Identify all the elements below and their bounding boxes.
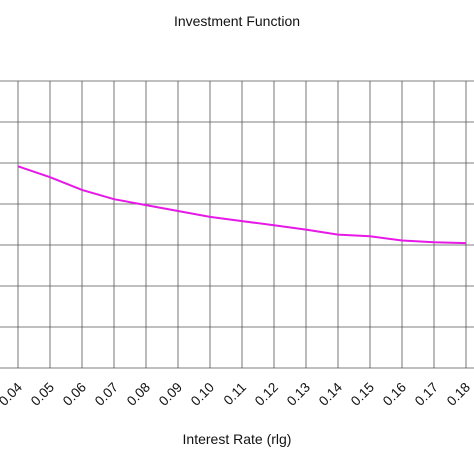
x-tick-label: 0.05 <box>28 380 57 409</box>
x-tick-labels: 0.04 0.05 0.06 0.07 0.08 0.09 0.10 0.11 0.12 0.13… <box>0 379 473 409</box>
x-tick-label: 0.04 <box>0 379 25 409</box>
x-tick-label: 0.11 <box>221 380 249 408</box>
x-tick-label: 0.17 <box>412 380 441 409</box>
x-tick-label: 0.06 <box>60 380 89 409</box>
investment-series-line <box>17 165 467 245</box>
x-axis-label: Interest Rate (rlg) <box>183 431 292 447</box>
chart-series <box>17 165 467 245</box>
x-tick-label: 0.18 <box>444 380 473 409</box>
chart-title: Investment Function <box>174 13 300 29</box>
x-tick-label: 0.16 <box>380 380 409 409</box>
chart-grid <box>0 80 474 369</box>
x-tick-label: 0.07 <box>92 380 121 409</box>
x-tick-label: 0.15 <box>348 380 377 409</box>
x-tick-label: 0.09 <box>156 380 185 409</box>
x-tick-label: 0.10 <box>188 380 217 409</box>
x-tick-label: 0.08 <box>124 380 153 409</box>
x-tick-label: 0.13 <box>284 380 313 409</box>
x-tick-label: 0.14 <box>316 379 346 409</box>
x-tick-label: 0.12 <box>252 380 281 409</box>
